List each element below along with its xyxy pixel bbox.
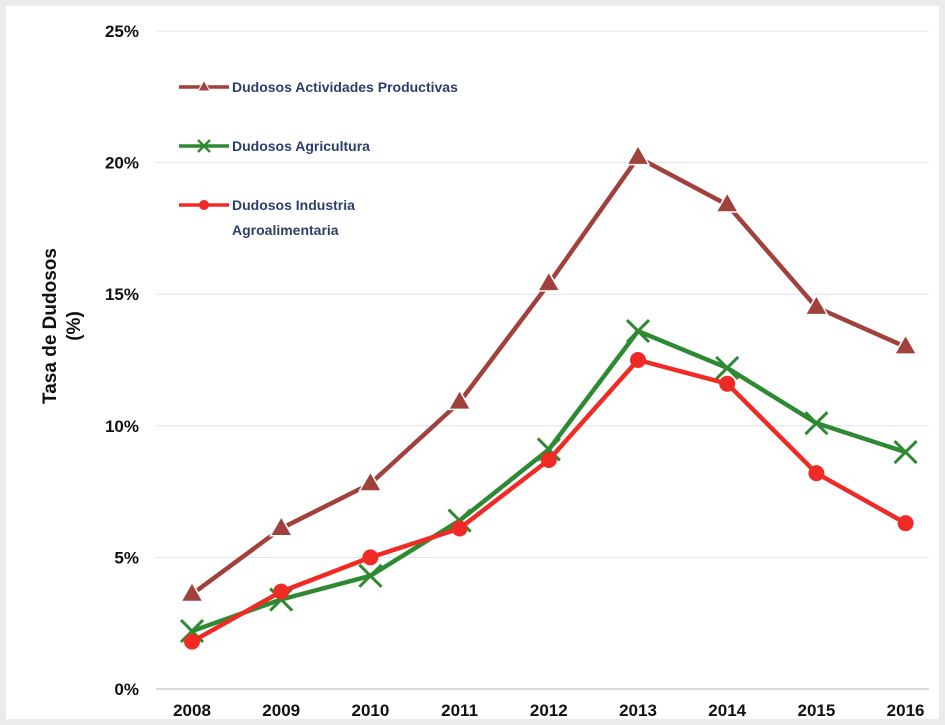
- y-axis-tick-labels: 0% 5% 10% 15% 20% 25%: [105, 22, 139, 699]
- data-point-x: [893, 440, 918, 465]
- data-point-triangle: [893, 333, 918, 355]
- x-tick-label: 2016: [887, 701, 925, 719]
- data-point-triangle: [268, 515, 294, 537]
- data-point-triangle: [197, 79, 211, 92]
- data-point-circle: [540, 452, 557, 469]
- data-point-circle: [808, 465, 825, 482]
- x-tick-label: 2014: [708, 701, 746, 719]
- chart-frame: 0% 5% 10% 15% 20% 25% 2008 2009 2010 2011 2012 201…: [6, 6, 939, 719]
- legend: Dudosos Actividades Productivas Dudosos A…: [179, 79, 458, 238]
- x-tick-label: 2013: [619, 701, 657, 719]
- series-lines: [179, 144, 918, 650]
- data-point-x: [715, 355, 740, 380]
- data-point-x: [358, 563, 383, 588]
- data-point-x-stroke: [893, 440, 918, 465]
- data-point-circle: [630, 352, 646, 368]
- legend-entry-1: Dudosos Actividades Productivas: [179, 79, 458, 95]
- data-point-circle: [184, 633, 200, 650]
- y-tick-label: 0%: [114, 680, 139, 699]
- legend-label: Dudosos Agricultura: [232, 138, 370, 154]
- x-tick-label: 2009: [262, 701, 300, 719]
- legend-label: Agroalimentaria: [232, 222, 339, 238]
- gridlines: [156, 30, 929, 690]
- legend-label: Dudosos Industria: [232, 197, 355, 213]
- data-point-triangle: [536, 270, 562, 292]
- data-point-circle: [897, 515, 914, 532]
- data-point-triangle: [714, 191, 740, 213]
- y-tick-label: 20%: [105, 154, 139, 173]
- data-point-triangle: [179, 580, 205, 603]
- data-point-x: [197, 139, 211, 153]
- legend-entry-2: Dudosos Agricultura: [179, 138, 370, 154]
- y-tick-label: 25%: [105, 22, 139, 41]
- data-point-circle: [451, 520, 468, 537]
- data-point-triangle: [804, 294, 829, 316]
- data-point-triangle: [625, 144, 651, 166]
- series-2: [179, 318, 918, 644]
- data-point-circle: [362, 549, 379, 566]
- legend-entry-3: Dudosos Industria Agroalimentaria: [179, 197, 355, 238]
- y-axis-title-line: (%): [64, 311, 85, 341]
- data-point-x-stroke: [625, 318, 651, 344]
- data-point-circle: [273, 583, 290, 600]
- data-point-x-stroke: [358, 563, 383, 588]
- y-axis-title-group: Tasa de Dudosos (%): [40, 248, 85, 404]
- x-tick-label: 2012: [530, 701, 568, 719]
- data-point-triangle: [447, 388, 472, 411]
- x-axis-tick-labels: 2008 2009 2010 2011 2012 2013 2014 2015 2016: [173, 701, 924, 719]
- data-point-circle: [719, 375, 736, 392]
- data-point-circle: [199, 200, 209, 210]
- y-tick-label: 5%: [114, 548, 139, 567]
- data-point-x: [625, 318, 651, 344]
- series-3: [184, 352, 914, 650]
- y-axis-title: Tasa de Dudosos (%): [40, 248, 85, 404]
- data-point-x-stroke: [804, 411, 829, 436]
- y-tick-label: 10%: [105, 417, 139, 436]
- series-1: [179, 144, 918, 603]
- data-point-x-stroke: [197, 139, 211, 153]
- x-tick-label: 2010: [351, 701, 389, 719]
- legend-label: Dudosos Actividades Productivas: [232, 79, 458, 95]
- data-point-triangle: [358, 470, 383, 492]
- data-point-x: [804, 411, 829, 436]
- y-tick-label: 15%: [105, 285, 139, 304]
- x-tick-label: 2015: [797, 701, 835, 719]
- data-point-x-stroke: [715, 355, 740, 380]
- y-axis-title-line: Tasa de Dudosos: [40, 248, 61, 404]
- line-chart: 0% 5% 10% 15% 20% 25% 2008 2009 2010 2011 2012 201…: [40, 22, 929, 719]
- series-line: [189, 357, 908, 644]
- x-tick-label: 2008: [173, 701, 211, 719]
- x-tick-label: 2011: [441, 701, 478, 719]
